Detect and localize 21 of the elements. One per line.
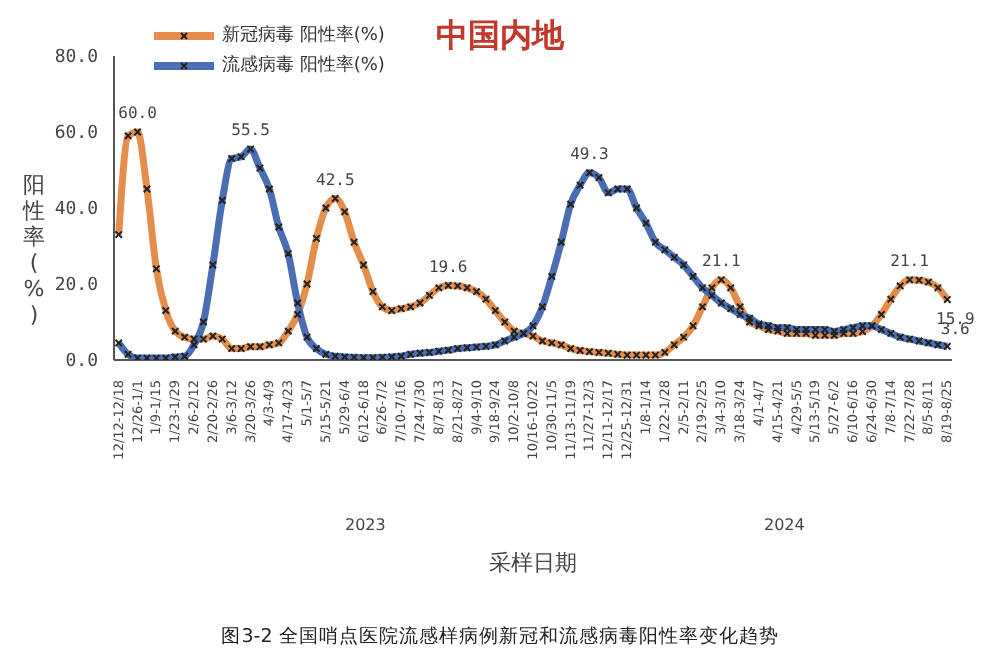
- y-tick-label: 40.0: [54, 200, 98, 221]
- y-axis-title: 阳性率(%): [20, 172, 47, 328]
- data-label: 21.1: [890, 251, 930, 270]
- data-label: 55.5: [231, 121, 271, 140]
- y-tick-label: 0.0: [65, 352, 98, 373]
- data-label: 15.9: [936, 309, 975, 328]
- data-label: 21.1: [702, 251, 741, 270]
- data-label: 19.6: [428, 257, 468, 276]
- x-axis-title: 采样日期: [487, 548, 579, 578]
- y-tick-label: 80.0: [54, 48, 98, 69]
- legend-label: 流感病毒 阳性率(%): [222, 53, 385, 78]
- data-label: 42.5: [316, 170, 355, 189]
- y-tick-label: 20.0: [54, 276, 98, 297]
- caption: 图3-2 全国哨点医院流感样病例新冠和流感病毒阳性率变化趋势: [219, 624, 781, 650]
- text: 2024: [762, 516, 807, 534]
- chart-title: 中国内地: [436, 16, 564, 54]
- data-label: 49.3: [570, 144, 610, 163]
- y-tick-label: 60.0: [54, 124, 98, 145]
- data-label: 60.0: [118, 104, 158, 122]
- legend-label: 新冠病毒 阳性率(%): [222, 23, 385, 48]
- text: 2023: [343, 516, 388, 534]
